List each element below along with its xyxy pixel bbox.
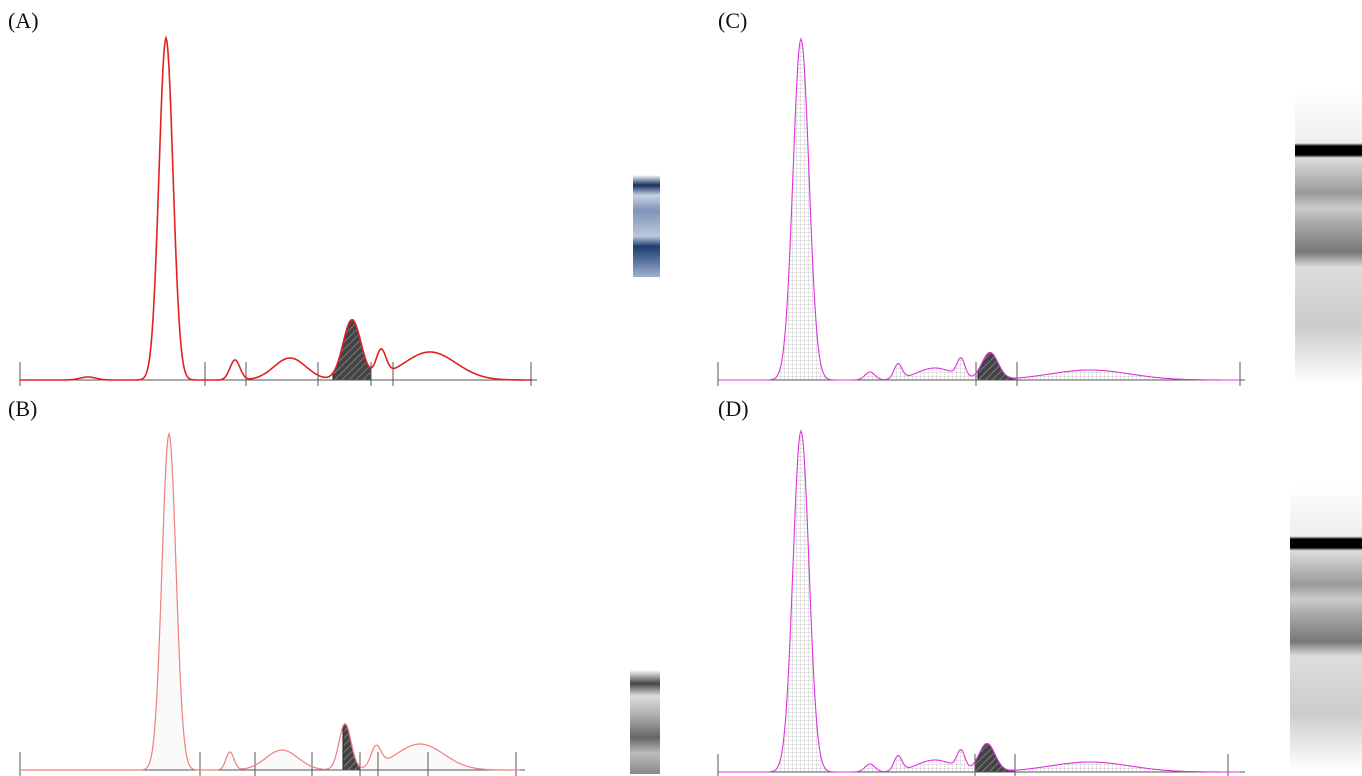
panel-label: (C) — [718, 8, 747, 33]
highlighted-peak — [333, 320, 371, 380]
curve — [20, 434, 520, 770]
gel-lane — [630, 670, 660, 774]
panel-label: (B) — [8, 396, 37, 421]
curve — [20, 38, 532, 380]
highlighted-peak — [978, 352, 1015, 380]
panel-label: (A) — [8, 8, 39, 33]
highlighted-peak — [975, 744, 1015, 773]
curve-fill — [20, 434, 520, 770]
gel-lane — [1295, 90, 1362, 385]
panel-label: (D) — [718, 396, 749, 421]
figure: (A) (B) (C) (D) — [0, 0, 1362, 776]
gel-lane — [1290, 485, 1362, 770]
gel-lane — [633, 175, 660, 277]
